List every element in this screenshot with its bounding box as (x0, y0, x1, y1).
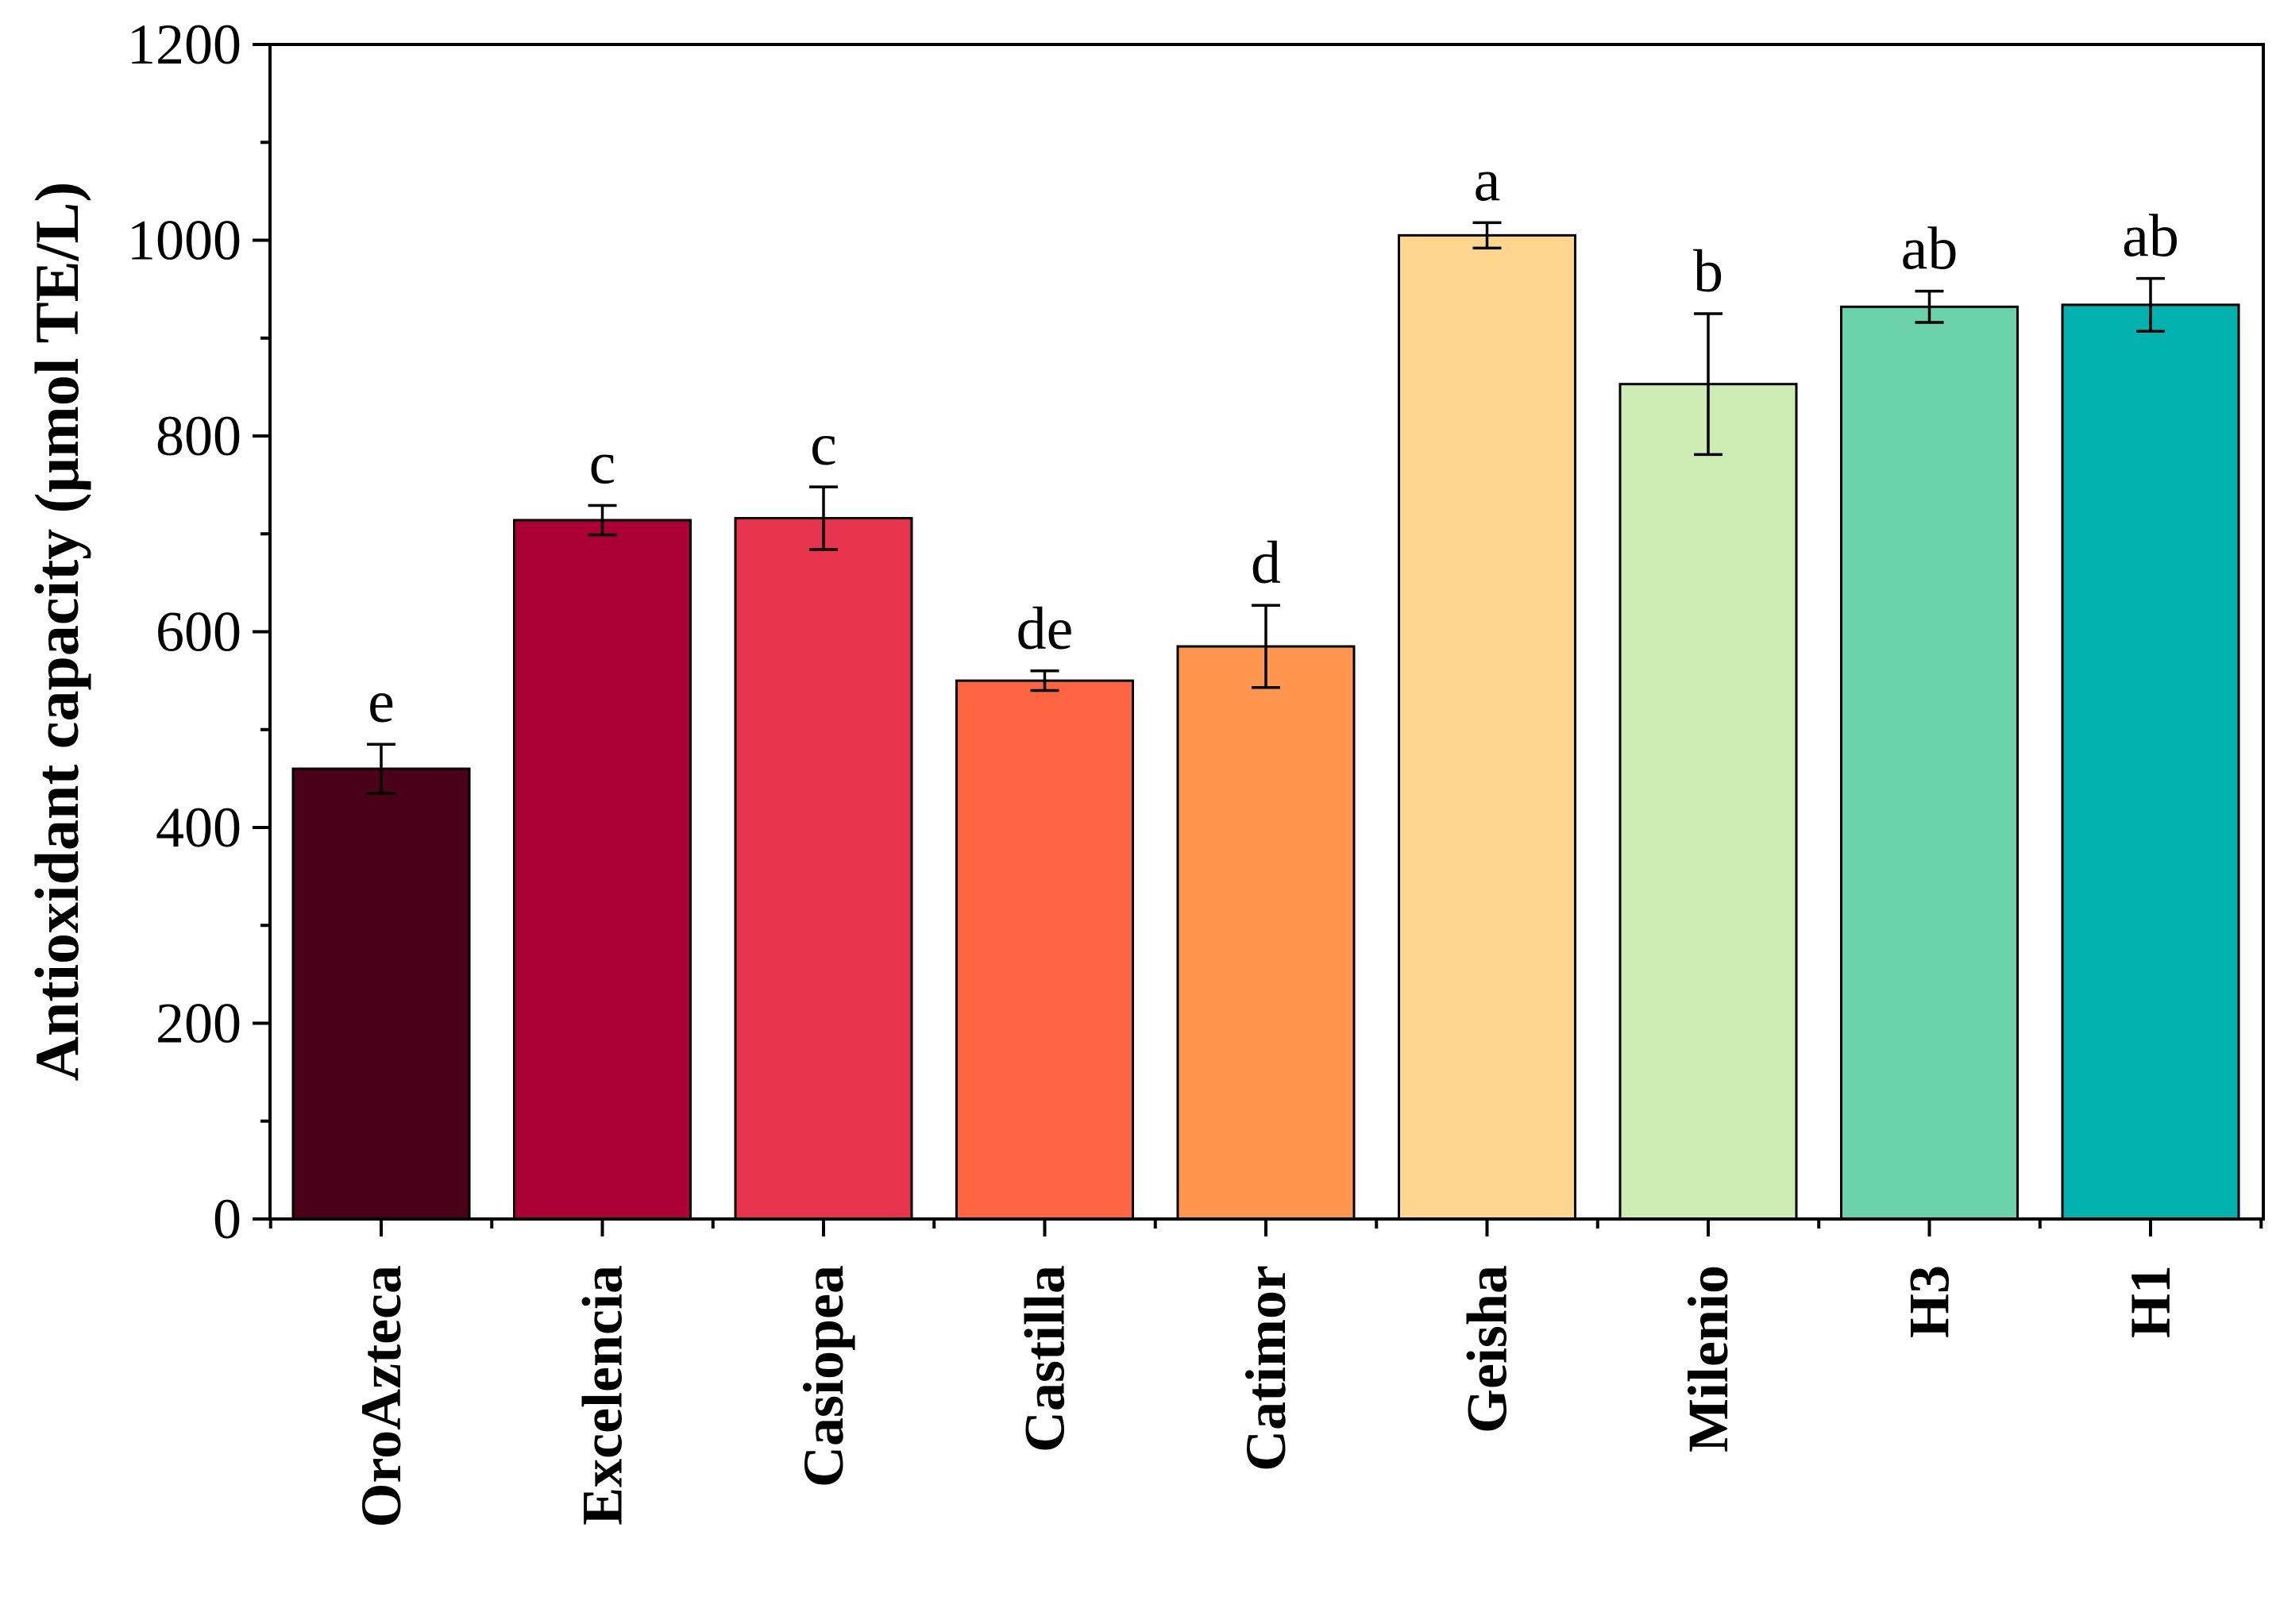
bars-layer (291, 233, 2240, 1221)
y-tick-label: 1200 (127, 13, 241, 76)
bar (1618, 383, 1798, 1221)
x-tick-label: H3 (1898, 1265, 1962, 1338)
y-tick-label: 0 (213, 1187, 241, 1251)
y-tick-label: 800 (156, 404, 241, 468)
bar (955, 679, 1134, 1221)
x-tick-label: Catimor (1234, 1265, 1298, 1472)
y-tick-label: 200 (156, 992, 241, 1055)
significance-label: d (1251, 530, 1281, 596)
significance-label: c (589, 430, 616, 497)
x-tick-label: Casiopea (792, 1265, 855, 1487)
x-tick-label: Milenio (1676, 1265, 1740, 1452)
x-tick-label: H1 (2119, 1265, 2182, 1338)
bar (513, 519, 692, 1221)
bar (1176, 645, 1356, 1221)
y-tick-label: 600 (156, 600, 241, 664)
x-tick-label: Castilla (1013, 1265, 1077, 1452)
significance-label: c (810, 411, 837, 478)
y-axis-title: Antioxidant capacity (μmol TE/L) (22, 182, 91, 1082)
significance-label: ab (1901, 216, 1958, 283)
y-ticks-layer: 0 200 400 600 800 1000 1200 (127, 13, 270, 1251)
significance-label: a (1474, 147, 1501, 214)
bar (2061, 303, 2240, 1221)
bar (734, 517, 913, 1221)
x-tick-label: Excelencia (571, 1265, 635, 1526)
error-bars-layer (367, 221, 2165, 795)
significance-label: e (368, 669, 395, 735)
x-tick-label: OroAzteca (349, 1265, 413, 1528)
x-tick-label: Geisha (1456, 1265, 1519, 1433)
bar (1840, 305, 2019, 1221)
significance-label: de (1017, 596, 1074, 662)
y-tick-label: 1000 (127, 209, 241, 272)
bar (1398, 233, 1576, 1221)
x-ticks-layer: OroAzteca Excelencia Casiopea Castilla Catim… (268, 1219, 2263, 1528)
y-tick-label: 400 (156, 796, 241, 859)
bar (291, 767, 471, 1221)
significance-label: ab (2122, 203, 2179, 270)
significance-label: b (1693, 238, 1723, 305)
